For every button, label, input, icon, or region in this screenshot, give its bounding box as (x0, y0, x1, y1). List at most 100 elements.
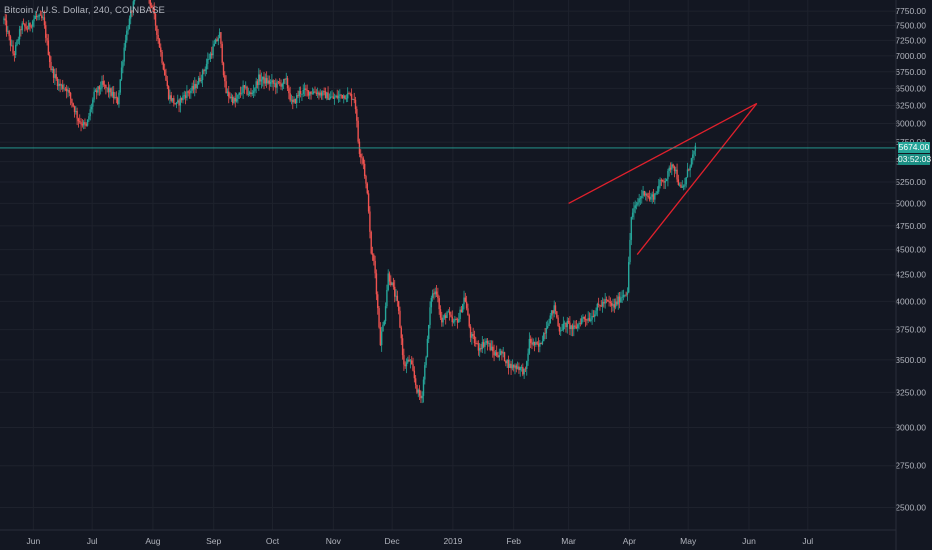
candle-body (24, 23, 26, 27)
candle-body (75, 110, 77, 113)
candle-body (12, 45, 14, 54)
candle-body (507, 359, 510, 368)
candle-body (258, 74, 260, 85)
candle-body (39, 14, 42, 16)
candle-body (248, 92, 251, 95)
candle-body (643, 190, 646, 196)
candle-body (246, 86, 248, 95)
candle-body (492, 346, 494, 352)
candle-body (421, 395, 423, 399)
y-tick-label: 3000.00 (895, 423, 926, 433)
y-tick-label: 4000.00 (895, 296, 926, 306)
candle-body (654, 193, 656, 200)
candle-body (4, 18, 6, 21)
candle-body (529, 338, 532, 343)
candle-body (239, 92, 242, 94)
candle-body (363, 163, 366, 177)
candle-body (405, 362, 408, 367)
candle-body (115, 97, 118, 98)
candle-body (460, 309, 463, 313)
candle-body (361, 157, 363, 159)
candle-body (560, 330, 562, 332)
candle-body (196, 84, 199, 88)
x-tick-label: 2019 (443, 536, 462, 546)
current-price-badge: 5674.00 (898, 142, 930, 154)
candle-body (582, 317, 584, 319)
candle-body (190, 90, 192, 93)
candle-body (166, 80, 169, 87)
candle-body (392, 282, 395, 287)
candle-body (481, 342, 484, 350)
candle-body (37, 16, 39, 18)
candle-body (225, 81, 227, 94)
candle-body (222, 62, 225, 76)
candle-body (211, 53, 213, 56)
candle-body (478, 348, 481, 351)
candle-body (275, 83, 277, 88)
candle-body (693, 150, 695, 155)
candle-body (82, 122, 85, 126)
candle-body (524, 368, 527, 370)
candle-body (230, 96, 233, 98)
candle-body (89, 109, 91, 117)
y-tick-label: 3250.00 (895, 387, 926, 397)
candle-body (465, 301, 468, 309)
candle-body (179, 98, 182, 106)
candle-body (588, 318, 591, 322)
candle-body (11, 45, 13, 47)
candle-body (28, 23, 30, 30)
candle-body (371, 253, 374, 255)
candle-body (233, 97, 235, 104)
candle-body (439, 309, 442, 318)
candle-body (587, 318, 589, 321)
candle-body (280, 83, 282, 87)
candle-body (573, 325, 575, 330)
candle-body (337, 95, 340, 99)
candle-body (533, 341, 536, 346)
candle-body (62, 84, 64, 89)
candle-body (506, 359, 508, 364)
candle-body (435, 291, 438, 295)
candle-body (594, 314, 596, 317)
candle-body (331, 96, 333, 98)
candle-body (476, 343, 478, 344)
candle-body (451, 316, 453, 323)
candle-body (563, 322, 566, 324)
candle-body (548, 323, 550, 327)
candle-body (231, 96, 234, 104)
candle-body (485, 340, 487, 343)
candle-body (201, 70, 204, 81)
candle-body (293, 99, 295, 103)
y-tick-label: 4500.00 (895, 245, 926, 255)
candle-body (263, 76, 265, 84)
y-tick-label: 7000.00 (895, 51, 926, 61)
candle-body (618, 296, 621, 303)
candle-body (532, 341, 534, 345)
candle-body (366, 183, 368, 194)
candle-body (93, 91, 95, 100)
candle-body (600, 305, 602, 307)
candle-body (447, 311, 450, 313)
candle-body (575, 326, 578, 329)
x-tick-label: May (680, 536, 697, 546)
candle-body (362, 158, 365, 164)
y-tick-label: 3750.00 (895, 325, 926, 335)
candle-body (378, 308, 380, 328)
candle-body (428, 324, 430, 339)
candle-body (152, 7, 154, 9)
candle-body (544, 333, 546, 334)
candle-body (149, 0, 152, 6)
candle-body (550, 310, 553, 316)
candle-body (285, 78, 287, 80)
candle-body (540, 342, 542, 344)
wedge-trendline (636, 103, 758, 255)
candle-body (272, 80, 274, 84)
candle-body (85, 124, 87, 126)
candle-body (197, 77, 200, 85)
candle-body (296, 95, 298, 104)
candle-body (642, 190, 644, 197)
candle-body (689, 166, 691, 171)
candle-body (346, 93, 349, 99)
candle-body (154, 14, 157, 26)
